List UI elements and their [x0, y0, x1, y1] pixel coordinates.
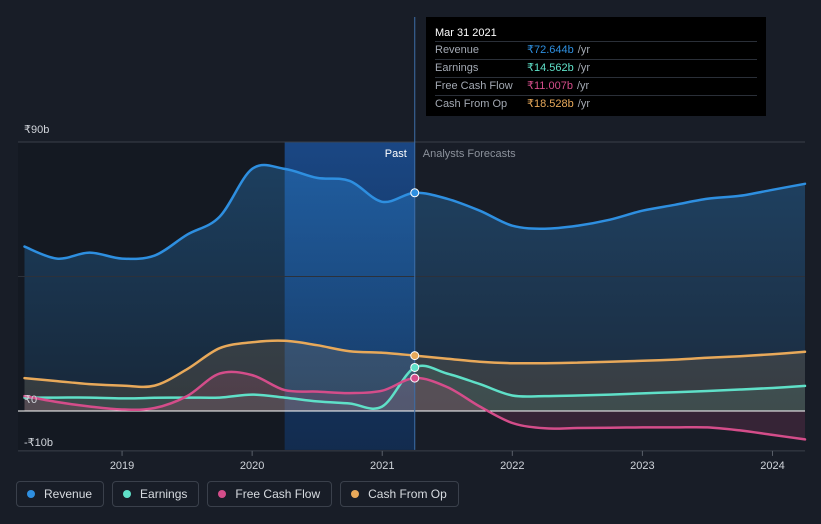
tooltip-label: Earnings — [435, 62, 479, 74]
tooltip-label: Revenue — [435, 44, 480, 56]
legend-dot-icon — [218, 490, 227, 498]
past-label: Past — [385, 148, 407, 160]
legend-dot-icon — [351, 490, 360, 498]
tooltip-date: Mar 31 2021 — [435, 27, 497, 39]
x-tick-label: 2019 — [110, 460, 134, 470]
legend-label: Free Cash Flow — [235, 487, 321, 501]
marker-earnings — [410, 362, 420, 372]
tooltip: Mar 31 2021 Revenue ₹72.644b /yr Earning… — [426, 17, 766, 116]
tooltip-row-earnings: Earnings ₹14.562b /yr — [435, 59, 757, 77]
legend-item-revenue[interactable]: Revenue — [16, 481, 105, 507]
y-tick-label: -₹10b — [24, 437, 53, 449]
x-tick-label: 2021 — [370, 460, 394, 470]
x-tick-label: 2023 — [630, 460, 654, 470]
tooltip-label: Cash From Op — [435, 98, 508, 110]
forecast-label: Analysts Forecasts — [423, 148, 516, 160]
legend-item-earnings[interactable]: Earnings — [112, 481, 200, 507]
tooltip-unit: /yr — [577, 62, 590, 74]
tooltip-unit: /yr — [576, 80, 590, 92]
x-tick-label: 2020 — [240, 460, 264, 470]
chart-area: ₹90b ₹0 -₹10b 2019 2020 2021 2022 2023 2024 Past A… — [18, 17, 807, 470]
tooltip-value: ₹72.644b — [527, 44, 574, 56]
legend-item-free-cash-flow[interactable]: Free Cash Flow — [207, 481, 333, 507]
legend-label: Cash From Op — [368, 487, 447, 501]
x-tick-label: 2022 — [500, 460, 524, 470]
tooltip-value: ₹14.562b — [527, 62, 574, 74]
tooltip-label: Free Cash Flow — [435, 80, 513, 92]
marker-revenue — [410, 188, 420, 198]
legend-item-cash-from-op[interactable]: Cash From Op — [340, 481, 459, 507]
marker-cash-from-op — [410, 351, 420, 361]
y-tick-label: ₹90b — [24, 124, 49, 136]
tooltip-row-revenue: Revenue ₹72.644b /yr — [435, 41, 757, 59]
legend: Revenue Earnings Free Cash Flow Cash Fro… — [16, 481, 459, 509]
y-tick-label: ₹0 — [24, 394, 37, 406]
legend-label: Earnings — [140, 487, 188, 501]
tooltip-value: ₹11.007b — [527, 80, 573, 92]
x-tick-label: 2024 — [760, 460, 784, 470]
tooltip-row-free-cash-flow: Free Cash Flow ₹11.007b /yr — [435, 77, 757, 95]
tooltip-row-cash-from-op: Cash From Op ₹18.528b /yr — [435, 95, 757, 113]
tooltip-value: ₹18.528b — [527, 98, 574, 110]
legend-dot-icon — [27, 490, 35, 498]
legend-dot-icon — [123, 490, 132, 498]
legend-label: Revenue — [44, 487, 93, 501]
tooltip-unit: /yr — [577, 44, 590, 56]
tooltip-unit: /yr — [577, 98, 590, 110]
marker-free-cash-flow — [410, 373, 420, 383]
